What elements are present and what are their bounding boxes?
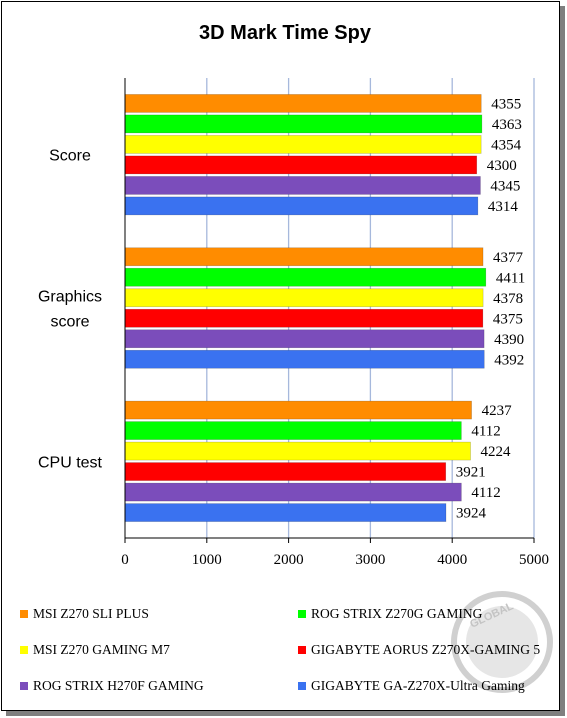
category-label: score	[50, 314, 89, 331]
bar	[124, 114, 483, 134]
chart: 3D Mark Time Spy GLOBAL 4355436343544300…	[20, 22, 553, 693]
bar	[124, 329, 485, 349]
bar	[124, 155, 478, 175]
legend-swatch	[298, 682, 306, 690]
category-label: CPU test	[38, 454, 103, 471]
legend-label: GIGABYTE AORUS Z270X-GAMING 5	[311, 642, 540, 657]
x-tick-label: 0	[121, 552, 129, 568]
legend-label: ROG STRIX Z270G GAMING	[311, 606, 483, 621]
bar	[124, 176, 481, 195]
bar-value-label: 4390	[494, 332, 524, 348]
bar	[124, 462, 447, 481]
bar	[124, 308, 484, 328]
legend-swatch	[20, 646, 28, 654]
bar-value-label: 4300	[487, 158, 517, 174]
x-tick-label: 5000	[519, 552, 549, 568]
legend-swatch	[298, 646, 306, 654]
bar	[124, 267, 487, 287]
bar	[124, 349, 485, 369]
bar-value-label: 4237	[482, 403, 513, 419]
bar	[124, 400, 472, 420]
legend-swatch	[20, 610, 28, 618]
bar-value-label: 4377	[493, 250, 523, 266]
bar-value-label: 4363	[492, 117, 522, 133]
bar	[124, 94, 482, 113]
x-tick-label: 2000	[274, 552, 304, 568]
bar-value-label: 4378	[493, 291, 523, 307]
bar-value-label: 4354	[491, 137, 522, 153]
bar-value-label: 4112	[471, 424, 500, 440]
category-label: Score	[49, 148, 91, 165]
bar-value-label: 4112	[471, 485, 500, 501]
legend-label: MSI Z270 GAMING M7	[33, 642, 170, 657]
bar	[124, 135, 482, 154]
bar-value-label: 4355	[491, 96, 521, 112]
bar-value-label: 4392	[494, 352, 524, 368]
bar-value-label: 4375	[493, 311, 523, 327]
chart-frame: 3D Mark Time Spy GLOBAL 4355 4363 4354 4300…	[1, 1, 560, 711]
bar	[124, 196, 479, 216]
legend: MSI Z270 SLI PLUS ROG STRIX Z270G GAMING M…	[20, 606, 540, 693]
x-tick-label: 4000	[437, 552, 467, 568]
legend-label: ROG STRIX H270F GAMING	[33, 678, 204, 693]
bar	[124, 288, 484, 308]
bar	[124, 441, 471, 461]
bar-value-label: 4224	[481, 444, 512, 460]
x-tick-label: 1000	[192, 552, 222, 568]
bar	[124, 482, 462, 502]
bar-value-label: 3921	[456, 465, 486, 481]
bar	[124, 503, 447, 522]
x-tick-label: 3000	[355, 552, 385, 568]
bar-value-label: 3924	[456, 506, 487, 522]
chart-title: 3D Mark Time Spy	[199, 22, 372, 44]
bar-value-label: 4314	[488, 199, 519, 215]
legend-swatch	[20, 682, 28, 690]
bar-value-label: 4345	[490, 178, 520, 194]
legend-label: MSI Z270 SLI PLUS	[33, 606, 149, 621]
bar	[124, 421, 462, 440]
category-label: Graphics	[38, 289, 102, 306]
legend-label: GIGABYTE GA-Z270X-Ultra Gaming	[311, 678, 525, 693]
plot-area: 4355 4363 4354 4300 4345 4314 Score 4377 4411 437…	[38, 78, 549, 568]
legend-swatch	[298, 610, 306, 618]
bar	[124, 247, 484, 267]
bar-value-label: 4411	[496, 270, 525, 286]
